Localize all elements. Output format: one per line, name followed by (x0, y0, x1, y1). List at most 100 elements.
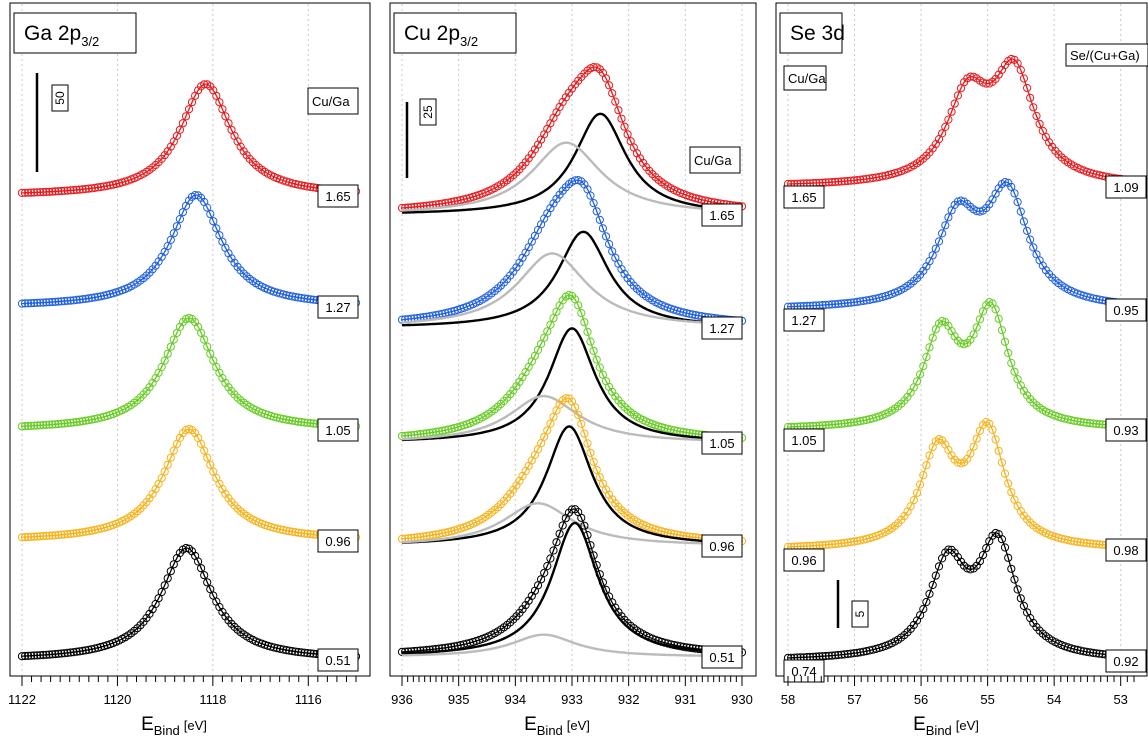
data-point (279, 290, 288, 299)
data-point (438, 529, 447, 538)
data-point (994, 314, 1003, 323)
ratio-label: 1.27 (325, 300, 350, 315)
cu-ga-label: 0.74 (791, 664, 816, 679)
data-point (1085, 168, 1095, 177)
data-point (1092, 170, 1101, 179)
data-point (676, 307, 685, 316)
data-point (1016, 207, 1025, 216)
ratio-label: 1.65 (325, 189, 350, 204)
data-point (203, 203, 212, 212)
data-point (552, 538, 561, 547)
data-point (574, 410, 583, 419)
data-point (922, 352, 931, 362)
data-point (288, 292, 297, 301)
data-point (157, 473, 166, 483)
data-point (919, 471, 928, 480)
panel-title: Cu 2p3/2 (393, 12, 517, 54)
data-point (206, 349, 215, 358)
series-0.96: 0.96 (17, 424, 361, 553)
data-point (1007, 358, 1016, 368)
data-point (928, 333, 937, 342)
data-point (925, 343, 934, 352)
data-point (595, 363, 604, 372)
data-point (266, 642, 276, 651)
data-point (266, 411, 276, 421)
x-axis-label-subscript: Bind (537, 723, 563, 738)
data-point (865, 415, 874, 424)
data-point (577, 513, 586, 522)
data-point (447, 424, 456, 433)
data-point (691, 194, 700, 203)
data-point (1085, 293, 1095, 302)
data-point (450, 423, 459, 433)
data-point (184, 105, 194, 114)
data-point (988, 425, 997, 434)
x-axis-label: EBind [eV] (913, 714, 979, 738)
data-point (660, 424, 669, 433)
data-point (215, 231, 224, 240)
data-point (166, 342, 175, 351)
data-point (450, 526, 459, 535)
data-point (925, 451, 934, 460)
data-point (206, 210, 215, 219)
data-point (978, 307, 988, 316)
tick-label: 936 (391, 692, 413, 707)
data-point (1067, 644, 1076, 653)
cu-ga-box (783, 428, 825, 452)
data-point (956, 339, 966, 348)
data-point (435, 529, 444, 539)
data-point (441, 426, 450, 435)
ratio-box (1105, 538, 1147, 562)
data-point (203, 453, 212, 462)
data-point (1063, 415, 1073, 424)
data-point (279, 414, 288, 424)
data-point (444, 308, 453, 317)
ratio-label: 0.51 (709, 650, 734, 665)
title-subscript: 3/2 (81, 34, 99, 49)
data-point (1029, 103, 1038, 112)
data-point (975, 315, 985, 324)
data-point (99, 412, 109, 421)
fit-envelope (787, 181, 1135, 308)
data-point (580, 318, 589, 327)
data-point (953, 91, 963, 100)
data-point (586, 448, 595, 457)
data-point (928, 580, 937, 590)
data-point (447, 307, 456, 316)
ratio-box (317, 648, 359, 672)
data-point (160, 356, 169, 365)
ratio-label: 0.96 (709, 539, 734, 554)
data-point (233, 504, 242, 513)
data-point (997, 326, 1007, 335)
data-point (248, 158, 257, 167)
data-point (663, 639, 672, 648)
fit-envelope (401, 508, 743, 654)
x-axis-label-subscript: Bind (154, 723, 180, 738)
fit-envelope (401, 66, 743, 209)
data-point (941, 122, 950, 132)
ratio-label: 1.09 (1113, 180, 1138, 195)
data-point (175, 215, 184, 224)
data-point (112, 179, 121, 189)
tick-label: 930 (731, 692, 753, 707)
tick-label: 935 (448, 692, 470, 707)
tick-label: 934 (504, 692, 526, 707)
panel-title: Se 3d (779, 12, 845, 54)
tick-label: 933 (561, 692, 583, 707)
ratio-header: Cu/Ga (689, 146, 741, 174)
data-point (209, 467, 218, 476)
intensity-scale: 50 (35, 73, 69, 172)
data-point (1060, 414, 1069, 423)
cu-ga-label: 1.27 (791, 313, 816, 328)
data-point (859, 416, 868, 425)
data-point (1095, 171, 1104, 180)
x-axis-label: EBind [eV] (524, 714, 590, 738)
data-point (163, 574, 172, 583)
ratio-box (1105, 418, 1147, 442)
data-point (543, 561, 552, 571)
data-point (991, 435, 1000, 444)
data-point (595, 215, 604, 224)
ratio-label: 0.93 (1113, 423, 1138, 438)
data-point (169, 446, 178, 455)
